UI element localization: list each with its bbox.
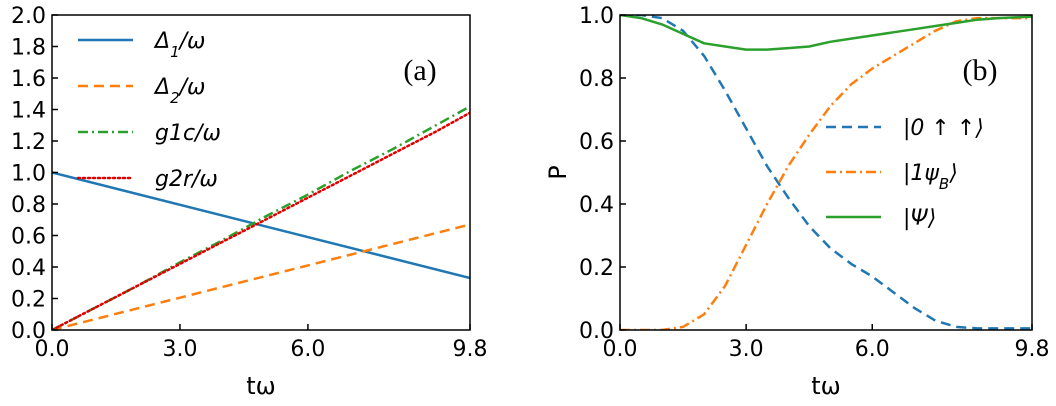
y-tick-label: 1.6 xyxy=(11,67,46,92)
y-tick-label: 0.2 xyxy=(11,288,46,313)
legend-label: g1c/ω xyxy=(155,121,221,146)
y-tick-label: 0.4 xyxy=(579,193,614,218)
legend-label: Δ1/ω xyxy=(153,29,205,61)
y-tick-label: 1.0 xyxy=(579,4,614,29)
x-tick-label: 9.8 xyxy=(453,337,488,362)
x-axis-title: tω xyxy=(811,372,841,400)
y-tick-label: 0.6 xyxy=(11,225,46,250)
legend-label: g2r/ω xyxy=(155,167,218,192)
legend-label: |1ψB⟩ xyxy=(903,161,958,193)
y-axis-title: P xyxy=(544,165,572,179)
x-tick-label: 3.0 xyxy=(729,337,764,362)
chart-panel-a: 0.0 3.0 6.0 9.8 0.0 0.2 0.4 0.6 0.8 1.0 1.2 1.4 1.6 1… xyxy=(11,4,488,400)
y-tick-label: 0.6 xyxy=(579,130,614,155)
y-tick-label: 0.4 xyxy=(11,256,46,281)
legend-label: Δ2/ω xyxy=(153,75,205,107)
legend-label: |Ψ⟩ xyxy=(903,206,936,231)
series-line-3 xyxy=(620,15,1032,51)
y-tick-label: 1.0 xyxy=(11,162,46,187)
x-tick-label: 0.0 xyxy=(603,337,638,362)
series-line-2 xyxy=(52,223,470,330)
y-tick-label: 1.8 xyxy=(11,36,46,61)
panel-label: (a) xyxy=(403,54,436,87)
x-tick-label: 0.0 xyxy=(35,337,70,362)
legend-label: |0 ↑ ↑⟩ xyxy=(903,116,984,141)
y-tick-label: 0.8 xyxy=(579,67,614,92)
x-tick-label: 6.0 xyxy=(855,337,890,362)
x-tick-label: 9.8 xyxy=(1015,337,1050,362)
series-line-4 xyxy=(52,111,470,330)
x-tick-label: 6.0 xyxy=(290,337,325,362)
y-tick-label: 0.0 xyxy=(11,319,46,344)
y-tick-label: 1.4 xyxy=(11,99,46,124)
y-tick-label: 0.0 xyxy=(579,319,614,344)
y-tick-label: 0.2 xyxy=(579,256,614,281)
x-axis-title: tω xyxy=(246,372,276,400)
y-tick-label: 1.2 xyxy=(11,130,46,155)
panel-label: (b) xyxy=(963,54,998,87)
chart-panel-b: 0.0 3.0 6.0 9.8 0.0 0.2 0.4 0.6 0.8 1.0 tω P (b) |0 ↑… xyxy=(544,4,1050,400)
y-tick-label: 2.0 xyxy=(11,4,46,29)
plot-frame xyxy=(619,14,1033,331)
x-tick-label: 3.0 xyxy=(162,337,197,362)
series-line-1 xyxy=(52,171,470,280)
y-tick-label: 0.8 xyxy=(11,193,46,218)
